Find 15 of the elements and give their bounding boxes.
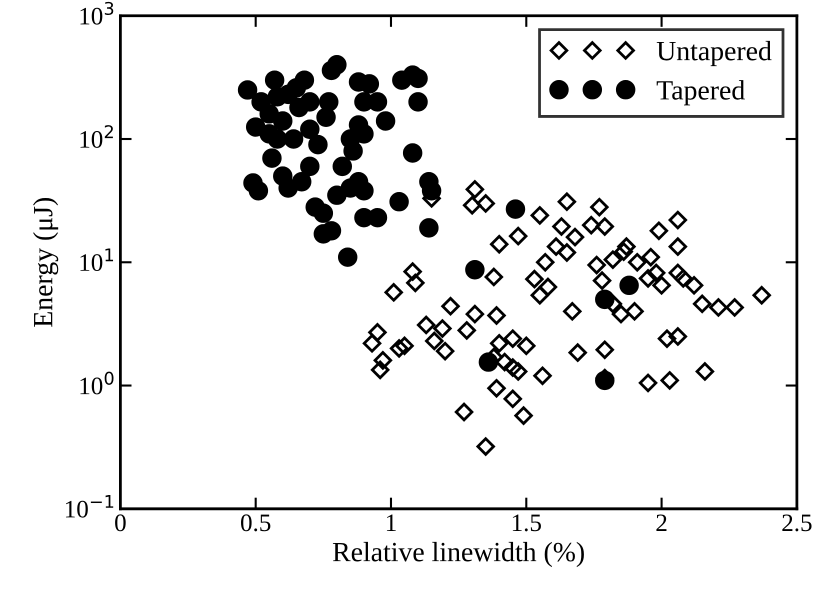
- x-tick-label: 1.5: [512, 514, 541, 532]
- y-tick-label: 10$^{3}$: [80, 2, 114, 25]
- y-tick-label: 10$^{1}$: [80, 248, 114, 272]
- y-axis-title: Energy (μJ): [32, 198, 58, 327]
- x-tick-label: 2: [656, 514, 666, 532]
- y-tick-label: 10$^{−1}$: [66, 495, 114, 518]
- x-tick-label: 0: [115, 514, 126, 532]
- legend-label: Untapered: [656, 40, 772, 66]
- x-tick-label: 1: [386, 514, 396, 532]
- x-tick-label: 0.5: [241, 514, 270, 532]
- legend-label: Tapered: [656, 80, 745, 106]
- y-tick-label: 10$^{2}$: [80, 125, 113, 148]
- x-axis-title: Relative linewidth (%): [332, 542, 584, 568]
- x-tick-label: 2.5: [782, 514, 812, 532]
- y-tick-label: 10$^{0}$: [80, 372, 114, 394]
